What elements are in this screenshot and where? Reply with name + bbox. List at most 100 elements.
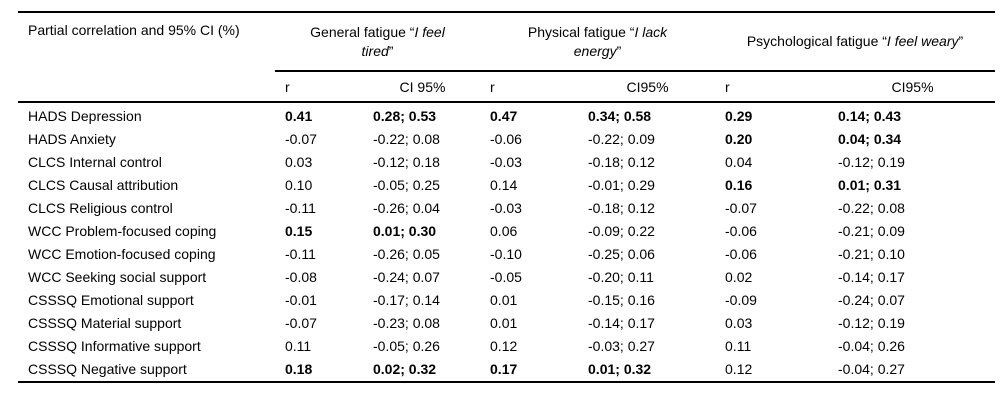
- ci-value: -0.26; 0.04: [373, 200, 440, 216]
- ci-value: -0.22; 0.09: [588, 131, 655, 147]
- correlation-table: Partial correlation and 95% CI (%) Gener…: [18, 11, 996, 383]
- table-row: WCC Problem-focused coping 0.15 0.01; 0.30…: [18, 220, 995, 243]
- r-value: -0.07: [725, 200, 757, 216]
- corner-header: Partial correlation and 95% CI (%): [18, 11, 275, 103]
- ci-value: -0.18; 0.12: [588, 154, 655, 170]
- subheader-r-psychological: r: [715, 71, 831, 103]
- row-label: WCC Seeking social support: [28, 269, 207, 285]
- r-value: 0.47: [490, 108, 518, 124]
- table-row: WCC Emotion-focused coping -0.11 -0.26; 0.…: [18, 243, 995, 266]
- ci-value: -0.23; 0.08: [373, 315, 440, 331]
- ci-value: -0.14; 0.17: [588, 315, 655, 331]
- ci-value: -0.24; 0.07: [838, 292, 905, 308]
- subheader-r-general: r: [275, 71, 365, 103]
- group-label-text: ”: [388, 42, 394, 59]
- table-row: HADS Anxiety -0.07 -0.22; 0.08 -0.06 -0.22; …: [18, 128, 995, 151]
- ci-value: -0.17; 0.14: [373, 292, 440, 308]
- ci-value: -0.04; 0.26: [838, 338, 905, 354]
- r-value: 0.10: [285, 177, 313, 193]
- table-row: CLCS Religious control -0.11 -0.26; 0.04 -0…: [18, 197, 995, 220]
- group-label-italic: I lack energy: [573, 23, 668, 59]
- row-label: CLCS Religious control: [28, 200, 173, 216]
- r-value: 0.16: [725, 177, 753, 193]
- r-value: -0.08: [285, 269, 317, 285]
- subheader-r-physical: r: [480, 71, 581, 103]
- group-label-text: ”: [616, 42, 622, 59]
- row-label: CSSSQ Negative support: [18, 358, 275, 383]
- group-header-row: Partial correlation and 95% CI (%) Gener…: [18, 11, 996, 103]
- ci-value: 0.14; 0.43: [838, 108, 902, 124]
- r-value: 0.01: [490, 292, 518, 308]
- r-value: -0.03: [490, 154, 522, 170]
- r-value: -0.10: [490, 246, 522, 262]
- ci-value: -0.05; 0.26: [373, 338, 440, 354]
- table-row: HADS Depression 0.41 0.28; 0.53 0.47 0.34; 0…: [18, 102, 995, 128]
- r-value: -0.11: [285, 246, 316, 262]
- row-label: CSSSQ Material support: [28, 315, 182, 331]
- r-value: 0.03: [285, 154, 313, 170]
- ci-value: -0.21; 0.10: [838, 246, 905, 262]
- group-label-text: ”: [958, 33, 964, 49]
- ci-value: -0.05; 0.25: [373, 177, 440, 193]
- r-value: 0.20: [725, 131, 753, 147]
- group-header-physical-fatigue: Physical fatigue “I lack energy”: [480, 11, 716, 72]
- ci-value: -0.04; 0.27: [830, 358, 996, 383]
- table-row: CSSSQ Material support -0.07 -0.23; 0.08 0.…: [18, 312, 995, 335]
- ci-value: -0.12; 0.18: [373, 154, 440, 170]
- ci-value: 0.01; 0.30: [373, 223, 437, 239]
- row-label: WCC Problem-focused coping: [28, 223, 217, 239]
- table-row: CSSSQ Emotional support -0.01 -0.17; 0.14 0…: [18, 289, 995, 312]
- ci-value: -0.22; 0.08: [838, 200, 905, 216]
- ci-value: -0.01; 0.29: [588, 177, 655, 193]
- ci-value: 0.28; 0.53: [373, 108, 437, 124]
- ci-value: -0.12; 0.19: [838, 154, 905, 170]
- subheader-ci-general: CI 95%: [365, 71, 481, 103]
- group-header-psychological-fatigue: Psychological fatigue “I feel weary”: [715, 11, 996, 72]
- ci-value: -0.22; 0.08: [373, 131, 440, 147]
- r-value: -0.07: [285, 131, 317, 147]
- r-value: 0.06: [490, 223, 518, 239]
- r-value: 0.41: [285, 108, 313, 124]
- r-value: -0.06: [725, 223, 757, 239]
- r-value: -0.11: [285, 200, 316, 216]
- row-label: CLCS Causal attribution: [28, 177, 179, 193]
- ci-value: 0.01; 0.32: [580, 358, 716, 383]
- row-label: HADS Anxiety: [28, 131, 116, 147]
- r-value: -0.05: [490, 269, 522, 285]
- ci-value: -0.18; 0.12: [588, 200, 655, 216]
- table-row: WCC Seeking social support -0.08 -0.24; 0.…: [18, 266, 995, 289]
- r-value: 0.15: [285, 223, 313, 239]
- r-value: 0.29: [725, 108, 753, 124]
- ci-value: -0.14; 0.17: [838, 269, 905, 285]
- r-value: 0.01: [490, 315, 518, 331]
- ci-value: -0.21; 0.09: [838, 223, 905, 239]
- ci-value: 0.34; 0.58: [588, 108, 652, 124]
- table-body: HADS Depression 0.41 0.28; 0.53 0.47 0.34; 0…: [18, 102, 996, 383]
- subheader-ci-physical: CI95%: [580, 71, 716, 103]
- r-value: -0.01: [285, 292, 317, 308]
- r-value: 0.12: [490, 338, 518, 354]
- r-value: 0.04: [725, 154, 753, 170]
- ci-value: -0.12; 0.19: [838, 315, 905, 331]
- r-value: 0.12: [715, 358, 831, 383]
- ci-value: -0.20; 0.11: [588, 269, 654, 285]
- ci-value: -0.09; 0.22: [588, 223, 655, 239]
- table-row: CSSSQ Negative support 0.18 0.02; 0.32 0.17…: [18, 358, 996, 383]
- r-value: 0.02: [725, 269, 753, 285]
- r-value: 0.11: [725, 338, 752, 354]
- r-value: -0.07: [285, 315, 317, 331]
- r-value: 0.18: [275, 358, 365, 383]
- group-header-general-fatigue: General fatigue “I feel tired”: [275, 11, 481, 72]
- group-label-italic: I feel tired: [361, 23, 445, 59]
- ci-value: 0.01; 0.31: [838, 177, 902, 193]
- r-value: 0.03: [725, 315, 753, 331]
- r-value: 0.11: [285, 338, 312, 354]
- row-label: CLCS Internal control: [28, 154, 162, 170]
- r-value: -0.03: [490, 200, 522, 216]
- table-row: CLCS Internal control 0.03 -0.12; 0.18 -0.0…: [18, 151, 995, 174]
- group-label-italic: I feel weary: [886, 33, 959, 49]
- row-label: CSSSQ Informative support: [28, 338, 201, 354]
- table-header: Partial correlation and 95% CI (%) Gener…: [18, 11, 996, 103]
- ci-value: -0.03; 0.27: [588, 338, 655, 354]
- subheader-row: r CI 95% r CI95% r CI95%: [18, 71, 996, 103]
